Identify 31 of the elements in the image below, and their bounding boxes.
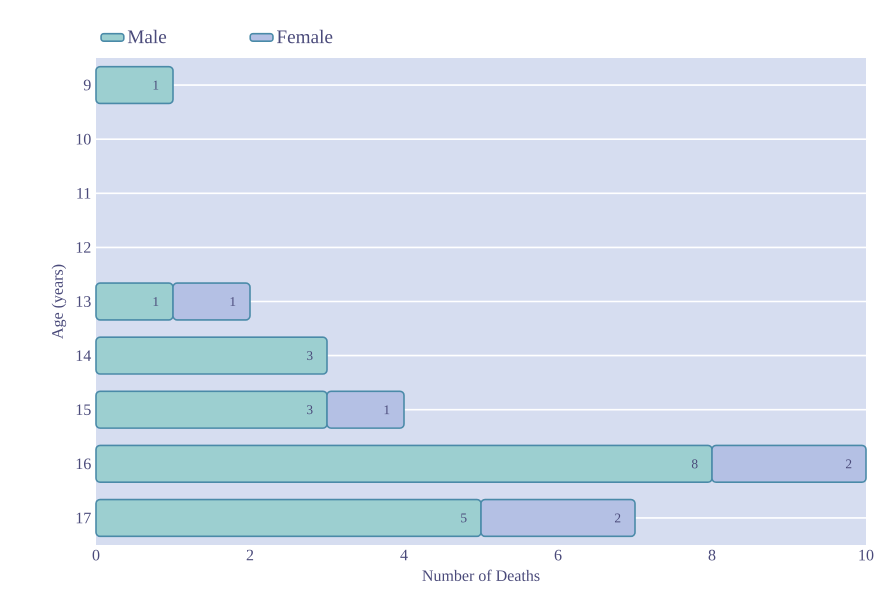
legend-label: Male	[128, 30, 166, 44]
x-tick-label: 4	[400, 550, 408, 560]
x-tick-label: 10	[859, 550, 874, 560]
y-tick-label: 12	[76, 242, 90, 253]
legend-label: Female	[276, 30, 332, 44]
y-tick-label: 17	[76, 512, 91, 524]
y-tick-label: 11	[77, 188, 90, 199]
y-tick-label: 15	[76, 404, 91, 416]
data-label: 2	[614, 514, 620, 522]
x-tick-label: 0	[92, 550, 100, 560]
data-label: 1	[154, 297, 158, 306]
data-label: 5	[461, 513, 467, 522]
x-axis-title: Number of Deaths	[422, 570, 540, 582]
data-label: 3	[307, 405, 313, 414]
data-label: 1	[384, 405, 390, 414]
x-tick-label: 8	[708, 550, 716, 560]
y-tick-label: 14	[76, 350, 92, 361]
data-label: 1	[230, 297, 236, 306]
y-tick-label: 16	[76, 458, 91, 470]
y-axis-title: Age (years)	[52, 264, 66, 339]
x-tick-label: 6	[554, 550, 562, 560]
bar	[95, 336, 328, 375]
data-label: 1	[154, 80, 158, 90]
x-tick-label: 2	[246, 550, 254, 560]
y-tick-label: 9	[84, 80, 91, 90]
y-tick-label: 10	[76, 134, 91, 145]
data-label: 3	[307, 351, 313, 360]
data-label: 8	[692, 459, 698, 468]
bar	[95, 66, 174, 104]
y-tick-label: 13	[76, 296, 91, 307]
data-label: 2	[846, 459, 852, 468]
